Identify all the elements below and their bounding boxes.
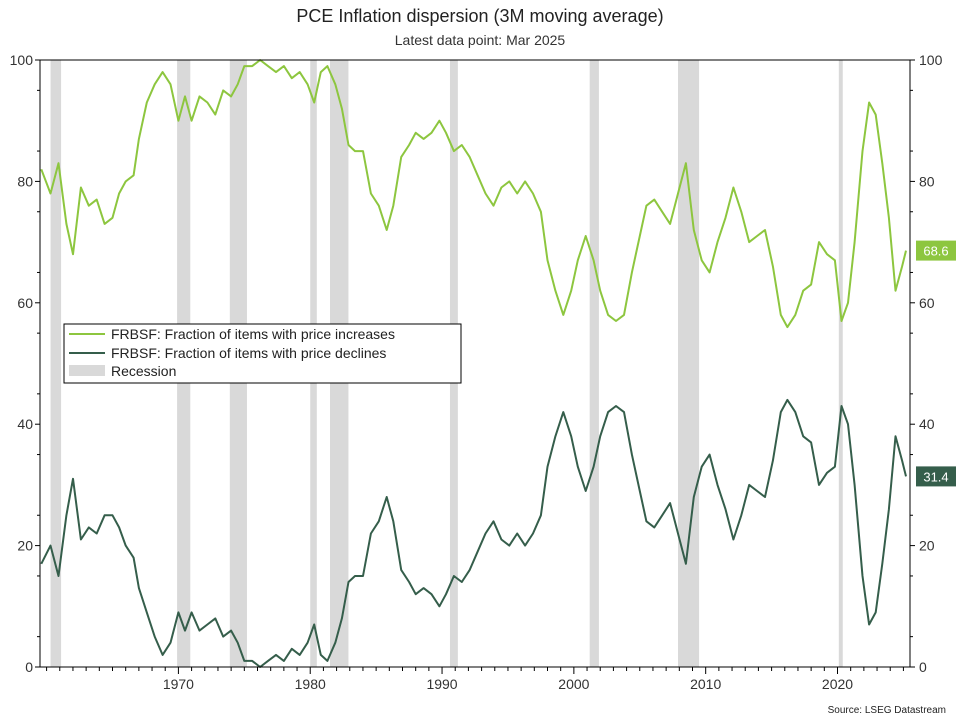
y-tick-label-left: 40 — [17, 416, 33, 432]
last-value-badge-1 — [916, 466, 956, 487]
last-value-badge-0 — [916, 240, 956, 261]
legend-box — [63, 323, 462, 384]
source-note: Source: LSEG Datastream — [828, 705, 946, 716]
y-tick-label-left: 80 — [17, 173, 33, 189]
chart-title: PCE Inflation dispersion (3M moving aver… — [296, 6, 663, 26]
y-tick-label-right: 80 — [919, 173, 935, 189]
y-tick-label-right: 20 — [919, 538, 935, 554]
y-tick-label-right: 60 — [919, 295, 935, 311]
x-tick-label: 1990 — [426, 676, 457, 692]
x-tick-label: 2020 — [822, 676, 853, 692]
series-line-0 — [40, 59, 907, 329]
plot-frame — [39, 59, 911, 668]
y-tick-label-left: 60 — [17, 295, 33, 311]
series-lines — [40, 59, 907, 668]
series-line-1 — [40, 398, 907, 668]
y-tick-label-left: 100 — [10, 52, 34, 68]
y-tick-label-left: 0 — [25, 659, 33, 675]
recession-band-6 — [589, 60, 599, 667]
y-tick-label-right: 100 — [919, 52, 943, 68]
last-value-labels: 68.6 31.4 — [916, 240, 956, 487]
legend-label-declines: FRBSF: Fraction of items with price decl… — [111, 345, 386, 361]
legend-swatch-recession — [69, 365, 105, 376]
x-tick-label: 2000 — [558, 676, 589, 692]
last-value-text-1: 31.4 — [923, 469, 948, 484]
recession-band-8 — [838, 60, 843, 667]
legend-label-increases: FRBSF: Fraction of items with price incr… — [111, 326, 395, 342]
y-tick-label-right: 40 — [919, 416, 935, 432]
x-tick-label: 1970 — [163, 676, 194, 692]
chart-subtitle: Latest data point: Mar 2025 — [395, 32, 566, 48]
legend-label-recession: Recession — [111, 363, 176, 379]
recession-band-0 — [50, 60, 62, 667]
recession-band-7 — [678, 60, 700, 667]
legend: FRBSF: Fraction of items with price incr… — [63, 323, 462, 384]
x-tick-label: 2010 — [690, 676, 721, 692]
y-tick-label-right: 0 — [919, 659, 927, 675]
x-tick-label: 1980 — [295, 676, 326, 692]
last-value-text-0: 68.6 — [923, 244, 948, 259]
y-tick-label-left: 20 — [17, 538, 33, 554]
